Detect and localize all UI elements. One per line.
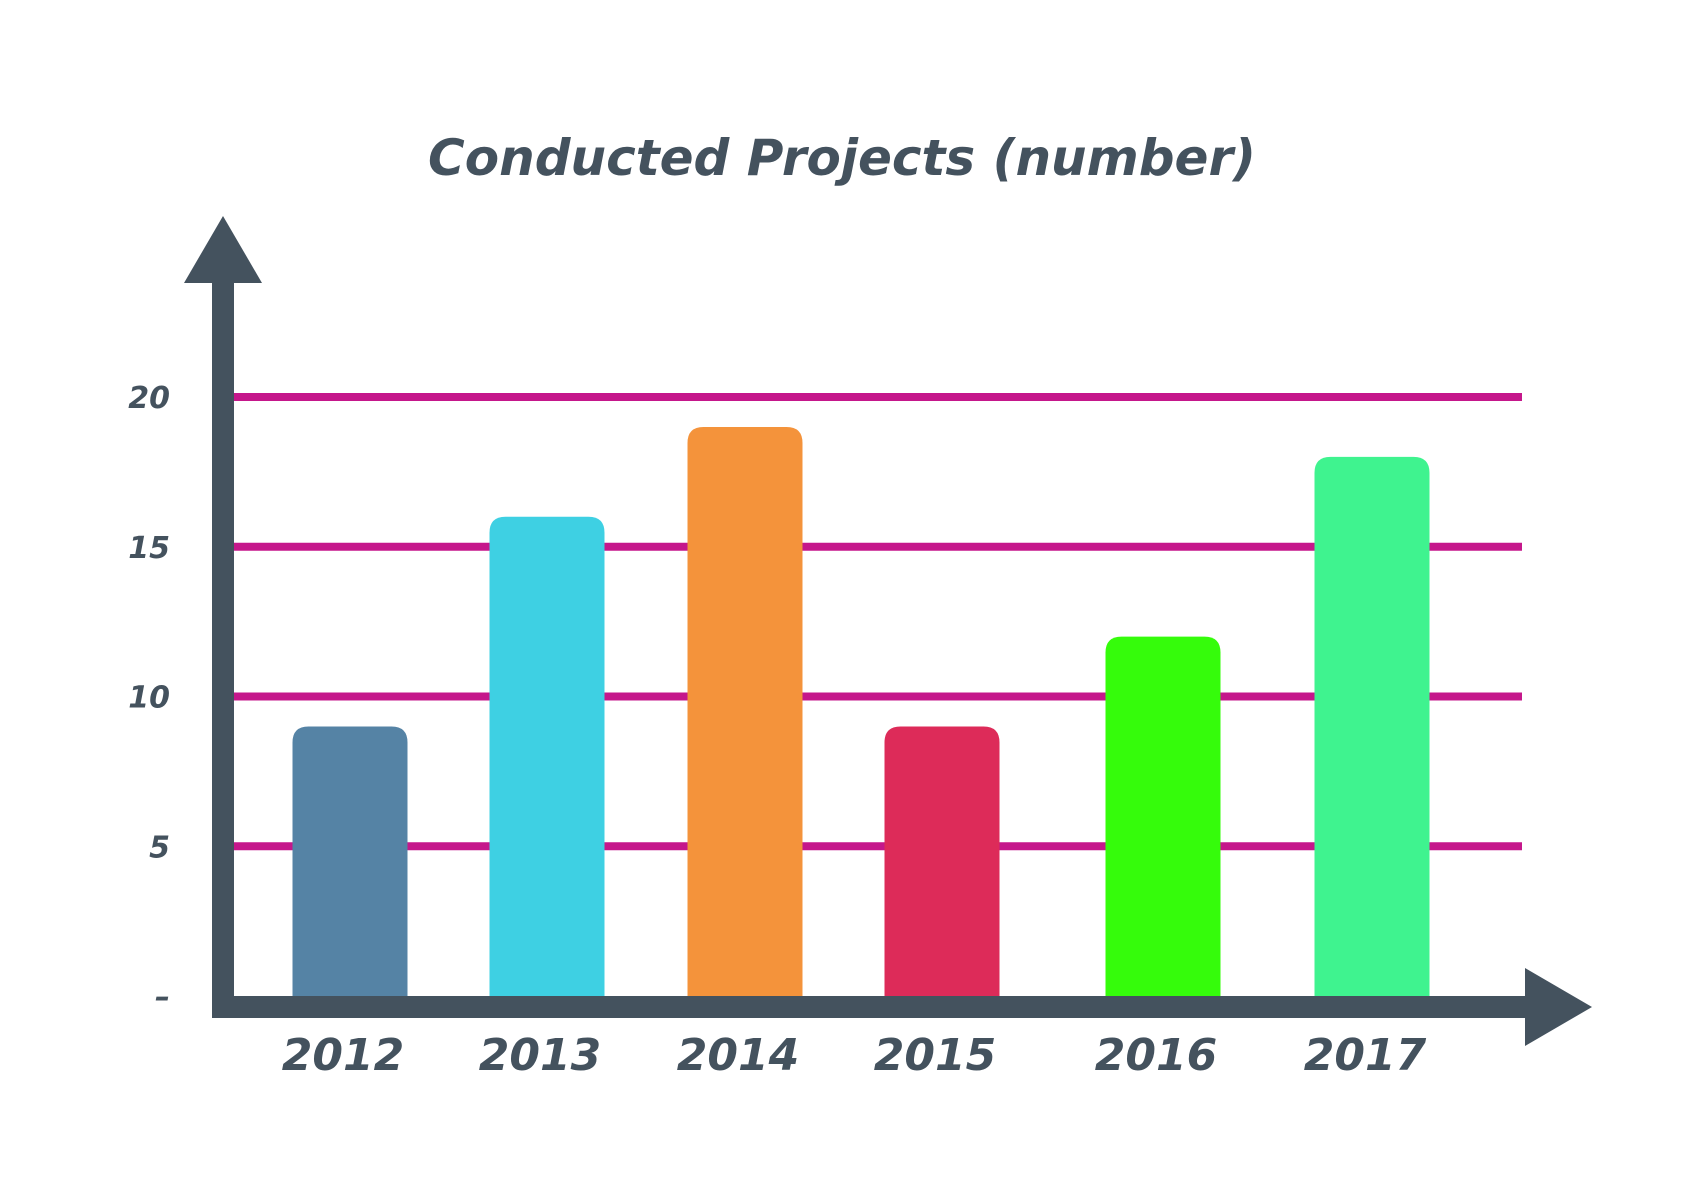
bars xyxy=(292,426,1430,996)
y-axis-arrow xyxy=(184,216,262,283)
chart-title: Conducted Projects (number) xyxy=(428,129,1256,187)
bar-2013 xyxy=(489,516,605,996)
y-tick-labels: – 5 10 15 20 xyxy=(128,381,170,1015)
x-tick-label-2013: 2013 xyxy=(479,1030,601,1081)
x-tick-label-2016: 2016 xyxy=(1095,1030,1217,1081)
x-tick-labels: 2012 2013 2014 2015 2016 2017 xyxy=(282,1030,1427,1081)
y-tick-label-10: 10 xyxy=(128,681,170,716)
bar-2017 xyxy=(1314,456,1430,996)
gridlines xyxy=(234,393,1522,851)
axes xyxy=(184,216,1592,1046)
y-tick-label-0: – xyxy=(155,980,170,1015)
y-tick-label-20: 20 xyxy=(128,381,170,416)
y-tick-label-15: 15 xyxy=(128,531,170,566)
x-tick-label-2017: 2017 xyxy=(1304,1030,1427,1081)
x-tick-label-2015: 2015 xyxy=(874,1030,996,1081)
bar-2012 xyxy=(292,726,408,996)
x-tick-label-2014: 2014 xyxy=(677,1030,799,1081)
x-tick-label-2012: 2012 xyxy=(282,1030,404,1081)
y-tick-label-5: 5 xyxy=(149,830,170,865)
bar-2014 xyxy=(687,426,803,996)
x-axis-arrow xyxy=(1525,968,1592,1046)
bar-2015 xyxy=(884,726,1000,996)
bar-2016 xyxy=(1105,636,1221,996)
